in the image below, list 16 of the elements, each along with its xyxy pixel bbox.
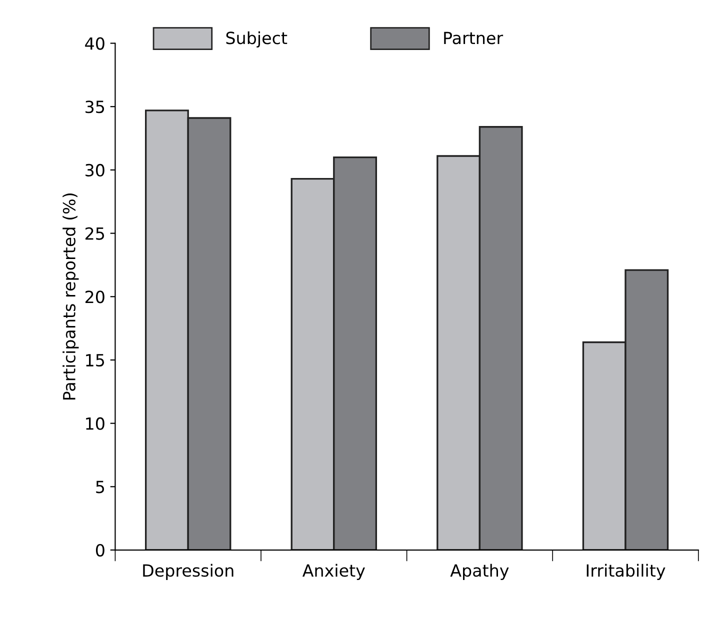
y-tick-label: 30 [86, 164, 104, 177]
x-tick-label: Anxiety [302, 564, 365, 580]
y-tick-label: 40 [85, 37, 104, 50]
y-tick-label: 15 [86, 354, 104, 367]
y-tick-label: 0 [96, 544, 104, 557]
y-tick-label: 25 [85, 227, 104, 240]
x-tick-label: Depression [143, 564, 234, 580]
y-tick-label: 10 [86, 417, 104, 430]
legend-label: Partner [444, 32, 504, 44]
y-tick-label: 20 [85, 290, 104, 304]
y-axis-title: Participants reported (%) [62, 194, 79, 400]
x-tick-label: Irritability [586, 564, 666, 580]
y-tick-label: 5 [96, 480, 104, 494]
x-tick-label: Apathy [450, 564, 509, 580]
legend-label: Subject [226, 31, 288, 48]
y-tick-label: 35 [86, 100, 104, 114]
